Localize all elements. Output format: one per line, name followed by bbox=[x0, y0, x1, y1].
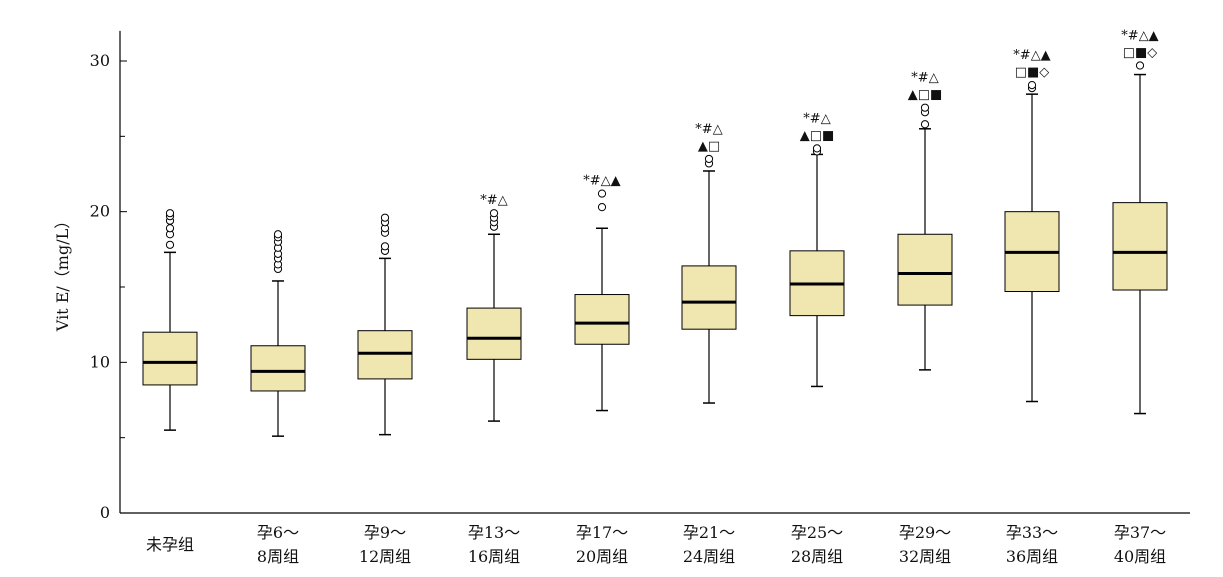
box-group: □■◇ *#△▲ 孕37～ 40周组 bbox=[1112, 29, 1168, 566]
outlier-point bbox=[489, 209, 499, 218]
box-group: ▲□■ *#△ 孕29～ 32周组 bbox=[897, 71, 953, 566]
significance-line-1: *#△ bbox=[695, 122, 722, 137]
category-label-line-2: 16周组 bbox=[468, 547, 520, 566]
box-group: *#△▲ 孕17～ 20周组 bbox=[574, 174, 630, 566]
iqr-box bbox=[466, 307, 522, 360]
category-label-line-1: 孕37～ bbox=[1114, 523, 1166, 542]
significance-line-2: ▲□■ bbox=[908, 88, 943, 103]
iqr-box bbox=[681, 265, 737, 330]
category-label-line-1: 孕17～ bbox=[576, 523, 628, 542]
box-group: 孕9～ 12周组 bbox=[357, 213, 413, 566]
category-label-line-2: 36周组 bbox=[1006, 547, 1058, 566]
significance-line-2: ▲□ bbox=[698, 139, 720, 154]
significance-line-1: *#△▲ bbox=[1121, 29, 1158, 44]
iqr-box bbox=[897, 233, 953, 306]
outlier-point bbox=[273, 230, 283, 239]
significance-line-1: *#△ bbox=[911, 71, 938, 86]
box-group: *#△ 孕13～ 16周组 bbox=[466, 193, 522, 566]
category-label-line-2: 8周组 bbox=[257, 547, 299, 566]
category-label-line-1: 孕33～ bbox=[1006, 523, 1058, 542]
y-tick-label: 10 bbox=[90, 352, 110, 371]
significance-line-1: *#△▲ bbox=[583, 174, 620, 189]
category-label-line-1: 孕6～ bbox=[257, 523, 299, 542]
category-label-line-1: 孕9～ bbox=[364, 523, 406, 542]
iqr-box bbox=[574, 294, 630, 345]
outlier-point bbox=[165, 240, 175, 249]
outlier-point bbox=[597, 203, 607, 212]
significance-line-2: □■◇ bbox=[1015, 65, 1050, 80]
outlier-point bbox=[597, 189, 607, 198]
outlier-point bbox=[704, 154, 714, 164]
y-axis-title: Vit E/（mg/L） bbox=[53, 213, 72, 332]
outlier-point bbox=[1135, 61, 1145, 70]
axes: 0 10 20 30 bbox=[90, 30, 1190, 522]
outlier-point bbox=[920, 103, 930, 112]
category-label-line-2: 12周组 bbox=[359, 547, 411, 566]
box-group: 未孕组 bbox=[142, 209, 198, 554]
category-label-line-2: 28周组 bbox=[791, 547, 843, 566]
significance-line-2: ▲□■ bbox=[800, 128, 835, 143]
box-group: ▲□■ *#△ 孕25～ 28周组 bbox=[789, 111, 845, 566]
significance-line-1: *#△ bbox=[803, 111, 830, 126]
outlier-point bbox=[165, 224, 175, 233]
outlier-point bbox=[165, 209, 175, 218]
iqr-box bbox=[250, 345, 306, 392]
iqr-box bbox=[142, 331, 198, 386]
outlier-point bbox=[380, 213, 390, 222]
category-label-line-2: 24周组 bbox=[683, 547, 735, 566]
category-label-line-2: 32周组 bbox=[899, 547, 951, 566]
category-label-line-2: 20周组 bbox=[576, 547, 628, 566]
y-tick-label: 30 bbox=[90, 51, 110, 70]
box-series: 未孕组孕6～8周组孕9～12周组*#△孕13～16周组*#△▲孕17～20周组▲… bbox=[142, 29, 1168, 566]
significance-line-1: *#△▲ bbox=[1013, 48, 1050, 63]
outlier-point bbox=[920, 120, 930, 129]
iqr-box bbox=[1112, 202, 1168, 291]
category-label-line-2: 40周组 bbox=[1114, 547, 1166, 566]
outlier-point bbox=[380, 242, 390, 251]
box-group: 孕6～8周组 bbox=[250, 230, 306, 566]
category-label: 未孕组 bbox=[146, 535, 194, 554]
iqr-box bbox=[357, 330, 413, 380]
significance-line-1: *#△ bbox=[480, 193, 507, 208]
y-tick-label: 0 bbox=[100, 503, 110, 522]
outlier-point bbox=[1027, 81, 1037, 90]
significance-line-2: □■◇ bbox=[1123, 46, 1158, 61]
outlier-point bbox=[812, 144, 822, 153]
category-label-line-1: 孕21～ bbox=[683, 523, 735, 542]
box-group: □■◇ *#△▲ 孕33～ 36周组 bbox=[1004, 48, 1060, 566]
category-label-line-1: 孕13～ bbox=[468, 523, 520, 542]
category-label-line-1: 孕25～ bbox=[791, 523, 843, 542]
category-label-line-1: 孕29～ bbox=[899, 523, 951, 542]
box-group: ▲□ *#△ 孕21～ 24周组 bbox=[681, 122, 737, 566]
y-tick-label: 20 bbox=[90, 202, 110, 221]
